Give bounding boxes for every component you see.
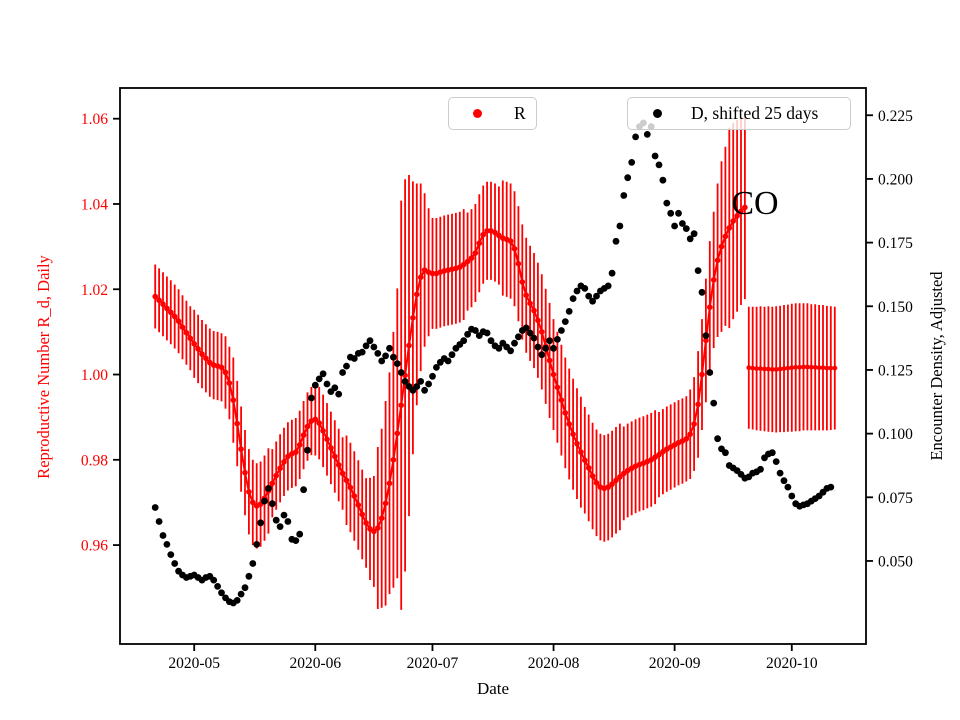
x-tick-label: 2020-05 [168, 655, 220, 672]
legend-r: R [448, 97, 537, 130]
y-left-tick-label: 0.96 [81, 538, 108, 555]
axes-frame [119, 87, 867, 645]
y-right-tick-label: 0.100 [878, 426, 913, 443]
y-right-ticks: 0.050 0.075 0.100 0.125 0.150 0.175 0.200 0.225 [866, 108, 913, 570]
legend-d-label: D, shifted 25 days [691, 103, 819, 123]
y-right-tick-label: 0.200 [878, 171, 913, 188]
y-right-tick-label: 0.175 [878, 235, 913, 252]
y-right-tick-label: 0.050 [878, 553, 913, 570]
y-left-tick-label: 1.06 [81, 111, 108, 128]
series-R-forecast-block [746, 303, 838, 433]
legend-r-dot-icon [473, 109, 482, 118]
series-line [154, 206, 746, 533]
legend-d: D, shifted 25 days [627, 97, 851, 130]
legend-d-dot-icon [653, 109, 662, 118]
x-tick-label: 2020-07 [407, 655, 459, 672]
x-tick-label: 2020-09 [649, 655, 701, 672]
y-right-tick-label: 0.150 [878, 299, 913, 316]
series-D-shifted-25-days [151, 119, 835, 607]
y-right-tick-label: 0.225 [878, 108, 913, 125]
legend-r-label: R [514, 103, 526, 123]
x-tick-label: 2020-06 [289, 655, 341, 672]
y-left-tick-label: 1.02 [81, 282, 108, 299]
y-left-tick-label: 1.04 [81, 196, 108, 213]
y-left-ticks: 0.96 0.98 1.00 1.02 1.04 1.06 [81, 111, 120, 555]
series-R [152, 115, 748, 610]
y-right-tick-label: 0.125 [878, 362, 913, 379]
x-tick-label: 2020-08 [528, 655, 580, 672]
x-axis-ticks: 2020-05 2020-06 2020-07 2020-08 2020-09 2020-… [168, 644, 818, 672]
y-axis-label-right: Encounter Density, Adjusted [927, 271, 946, 461]
y-left-tick-label: 0.98 [81, 452, 108, 469]
y-axis-label-left: Reproductive Number R_d, Daily [34, 255, 53, 479]
y-right-tick-label: 0.075 [878, 490, 913, 507]
y-left-tick-label: 1.00 [81, 367, 108, 384]
x-tick-label: 2020-10 [766, 655, 818, 672]
x-axis-label: Date [476, 679, 510, 698]
state-annotation: CO [731, 185, 779, 222]
